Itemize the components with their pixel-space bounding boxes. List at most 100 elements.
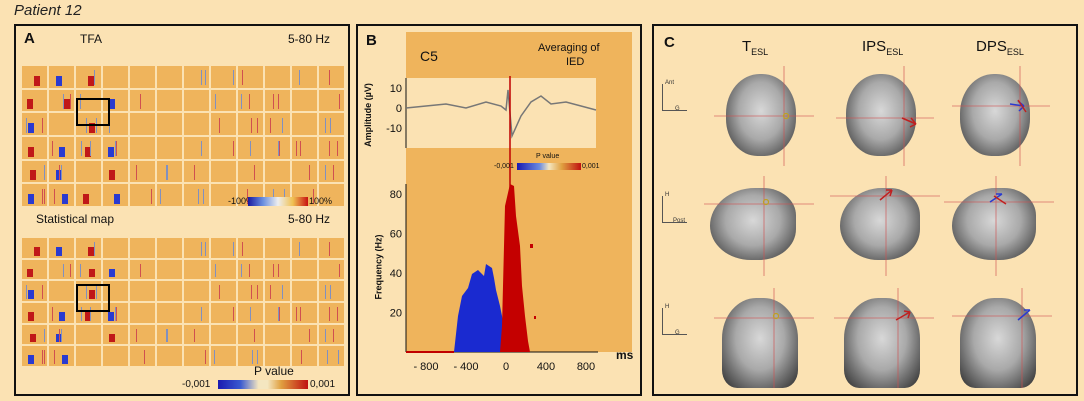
electrode-thumbnail bbox=[265, 160, 290, 183]
time-tick-label: 0 bbox=[503, 361, 509, 373]
activity-line bbox=[283, 188, 285, 204]
electrode-thumbnail bbox=[76, 66, 101, 88]
activity-line bbox=[309, 164, 311, 181]
activity-blob bbox=[108, 311, 114, 321]
stat-pvalue-colorbar bbox=[218, 380, 308, 389]
activity-line bbox=[200, 70, 202, 86]
dipole-arrow-ips-sagittal bbox=[879, 189, 893, 201]
activity-line bbox=[213, 350, 215, 364]
activity-blob bbox=[27, 123, 34, 133]
panel-a-label: A bbox=[24, 30, 35, 47]
activity-line bbox=[63, 93, 65, 110]
electrode-thumbnail bbox=[265, 259, 290, 280]
pvalue-max: 0,001 bbox=[582, 163, 600, 170]
activity-blob bbox=[28, 194, 35, 204]
electrode-thumbnail bbox=[238, 238, 263, 258]
electrode-thumbnail bbox=[292, 89, 317, 112]
activity-blob bbox=[113, 194, 120, 204]
activity-line bbox=[299, 70, 301, 86]
electrode-thumbnail bbox=[211, 302, 236, 323]
significant-increase-region bbox=[500, 184, 530, 352]
activity-line bbox=[53, 188, 55, 204]
electrode-thumbnail bbox=[103, 324, 128, 345]
electrode-thumbnail bbox=[292, 160, 317, 183]
activity-line bbox=[233, 70, 235, 86]
electrode-thumbnail bbox=[211, 346, 236, 366]
activity-line bbox=[336, 141, 338, 157]
figure-title: Patient 12 bbox=[14, 2, 82, 19]
amp-tick-label: 10 bbox=[390, 83, 402, 95]
electrode-thumbnail bbox=[292, 238, 317, 258]
electrode-thumbnail bbox=[265, 113, 290, 135]
electrode-thumbnail bbox=[265, 346, 290, 366]
activity-line bbox=[277, 93, 279, 110]
activity-line bbox=[115, 306, 117, 321]
electrode-thumbnail bbox=[265, 324, 290, 345]
activity-line bbox=[150, 188, 152, 204]
activity-line bbox=[278, 141, 280, 157]
electrode-thumbnail bbox=[292, 66, 317, 88]
channel-label: C5 bbox=[420, 48, 438, 64]
activity-line bbox=[247, 188, 249, 204]
activity-line bbox=[60, 164, 62, 181]
stat-pvalue-label: P value bbox=[254, 364, 294, 378]
freq-tick-label: 40 bbox=[390, 268, 402, 280]
amplitude-ylabel: Amplitude (µV) bbox=[362, 83, 373, 147]
axis-up-label: H bbox=[665, 304, 670, 310]
tfa-highlight-box bbox=[76, 98, 110, 126]
activity-line bbox=[296, 141, 298, 157]
electrode-thumbnail bbox=[103, 346, 128, 366]
activity-line bbox=[143, 350, 145, 364]
axis-glyph-row3: H G bbox=[662, 304, 687, 336]
electrode-thumbnail bbox=[211, 160, 236, 183]
activity-line bbox=[58, 328, 60, 343]
freq-tick-label: 80 bbox=[390, 189, 402, 201]
activity-line bbox=[193, 164, 195, 181]
freq-tick-label: 20 bbox=[390, 307, 402, 319]
activity-line bbox=[324, 164, 326, 181]
col-header-t: TESL bbox=[742, 38, 768, 57]
activity-line bbox=[81, 306, 83, 321]
dipole-arrow-dps-axial-red bbox=[1017, 99, 1027, 113]
activity-line bbox=[69, 93, 71, 110]
activity-blob bbox=[108, 333, 115, 343]
electrode-thumbnail bbox=[22, 281, 47, 301]
electrode-thumbnail bbox=[49, 238, 74, 258]
electrode-thumbnail bbox=[130, 238, 155, 258]
activity-blob bbox=[30, 170, 37, 181]
electrode-thumbnail bbox=[238, 259, 263, 280]
activity-line bbox=[63, 263, 65, 278]
electrode-thumbnail bbox=[319, 113, 344, 135]
electrode-thumbnail bbox=[103, 184, 128, 206]
stat-pvalue-min: -0,001 bbox=[182, 379, 211, 390]
electrode-thumbnail bbox=[211, 89, 236, 112]
activity-line bbox=[60, 328, 62, 343]
activity-line bbox=[332, 328, 334, 343]
electrode-thumbnail bbox=[319, 302, 344, 323]
tfa-colorbar-max: 100% bbox=[309, 196, 333, 206]
electrode-thumbnail bbox=[265, 66, 290, 88]
stat-map-title: Statistical map bbox=[36, 212, 115, 226]
electrode-thumbnail bbox=[238, 66, 263, 88]
activity-line bbox=[204, 70, 206, 86]
activity-line bbox=[251, 285, 253, 299]
electrode-thumbnail bbox=[319, 66, 344, 88]
activity-line bbox=[69, 263, 71, 278]
activity-blob bbox=[63, 99, 70, 110]
activity-line bbox=[278, 306, 280, 321]
activity-line bbox=[299, 241, 301, 256]
activity-line bbox=[90, 306, 92, 321]
electrode-thumbnail bbox=[76, 346, 101, 366]
activity-line bbox=[248, 263, 250, 278]
activity-line bbox=[282, 285, 284, 299]
activity-line bbox=[42, 188, 44, 204]
electrode-thumbnail bbox=[130, 324, 155, 345]
activity-line bbox=[81, 141, 83, 157]
activity-line bbox=[240, 93, 242, 110]
electrode-thumbnail bbox=[76, 160, 101, 183]
brain-coronal-dps bbox=[960, 298, 1036, 388]
activity-line bbox=[204, 350, 206, 364]
electrode-thumbnail bbox=[76, 89, 101, 112]
activity-line bbox=[252, 350, 254, 364]
amp-tick-label: 0 bbox=[396, 103, 402, 115]
